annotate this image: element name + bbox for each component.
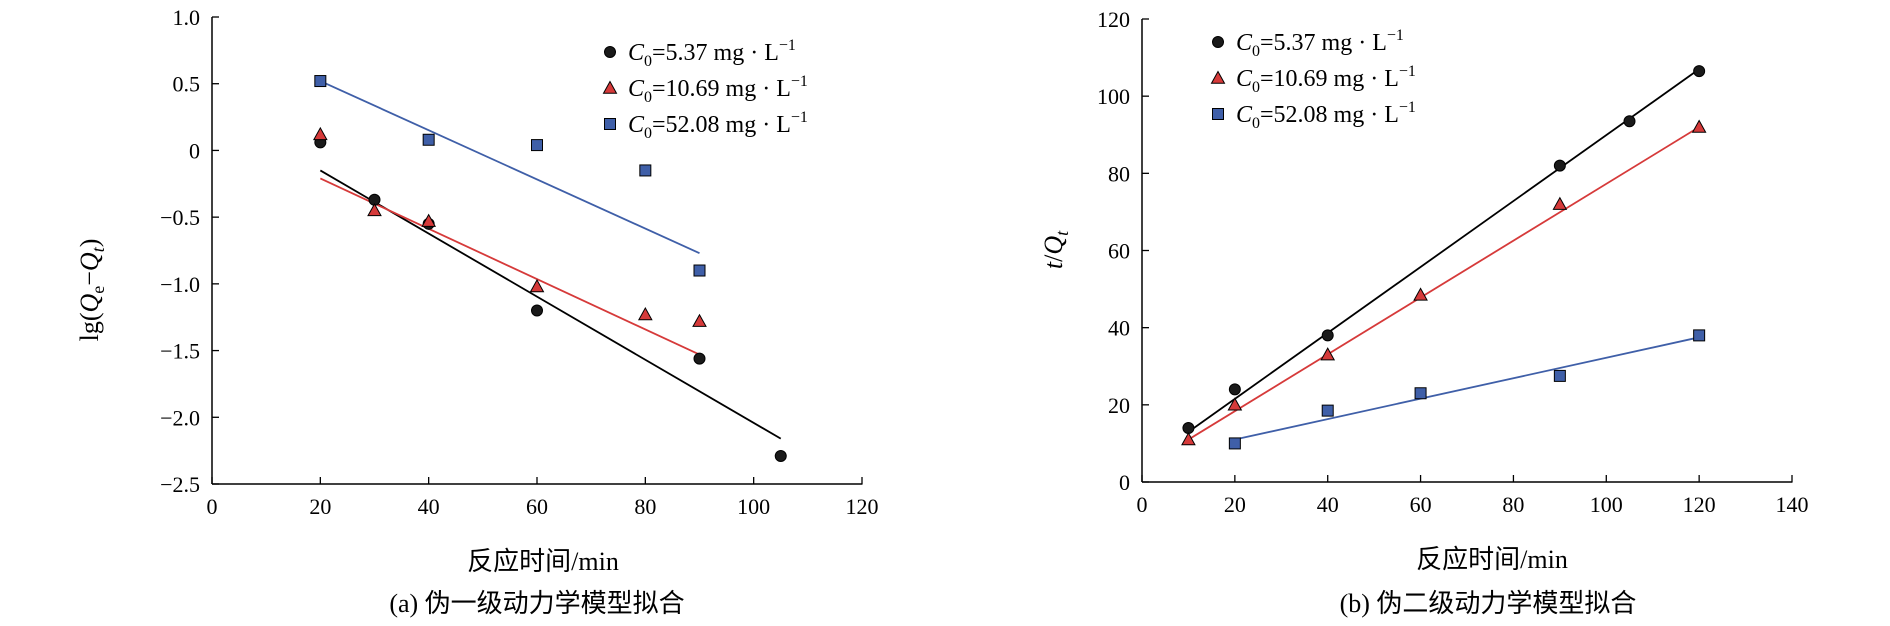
chart-b-series-3-point-3 [1414,387,1427,400]
chart-b-fit-line-1 [1187,68,1700,433]
chart-b-x-tick-label-1: 20 [1224,492,1246,517]
chart-a-y-tick-label-0: −2.5 [160,472,200,497]
chart-panel-b: 0 20 40 60 80 100 120 140 0 20 40 60 80 100 120 C0=5.37… [1097,7,1809,517]
chart-b-y-tick-label-6: 120 [1097,7,1130,32]
chart-b-legend-marker-3 [1212,108,1224,120]
chart-a-series-1-point-6 [774,449,787,462]
chart-a-y-tick-label-1: −2.0 [160,405,200,430]
chart-a-legend-label-1: C0=5.37 mg · L−1 [628,37,796,70]
chart-b-legend-label-1: C0=5.37 mg · L−1 [1236,27,1404,60]
chart-a-y-tick-label-2: −1.5 [160,339,200,364]
chart-a-x-tick-label-5: 100 [737,494,770,519]
chart-a-series-2-point-2 [367,202,382,217]
chart-a-fit-line-3 [319,80,700,254]
chart-a-x-tick-label-3: 60 [526,494,548,519]
chart-b-series-3-point-4 [1553,369,1566,382]
chart-a-legend-marker-3 [604,118,616,130]
chart-a-x-tick-label-1: 20 [309,494,331,519]
chart-b-y-tick-label-3: 60 [1108,239,1130,264]
chart-a-series-2-point-6 [692,313,707,327]
chart-a-caption: (a) 伪一级动力学模型拟合 [389,589,684,618]
chart-a-legend-marker-2 [602,80,618,94]
chart-panel-a: 0 20 40 60 80 100 120 −2.5 −2.0 −1.5 −1.0 −0.5 0 0.5 1… [160,5,878,519]
chart-a-series-1-point-5 [693,352,706,365]
chart-a-ylabel: lg(Qe−Qt) [75,239,108,342]
chart-b-x-tick-label-4: 80 [1502,492,1524,517]
chart-a-y-tick-label-7: 1.0 [173,5,201,30]
chart-b-series-2-point-2 [1227,397,1243,411]
chart-b-y-tick-label-0: 0 [1119,470,1130,495]
chart-b-ylabel: t/Qt [1039,230,1072,269]
chart-a-x-tick-label-2: 40 [418,494,440,519]
chart-a-series-3-point-2 [422,133,435,146]
chart-b-series-2-point-3 [1320,347,1336,361]
chart-a-series-1-point-4 [531,304,543,317]
chart-b-series-1-point-1 [1182,421,1195,434]
chart-a-legend-label-2: C0=10.69 mg · L−1 [628,73,808,106]
chart-b-series-2-point-1 [1181,432,1196,446]
chart-a-x-tick-label-4: 80 [634,494,656,519]
chart-b-series-3-point-1 [1228,437,1241,450]
chart-b-y-tick-label-1: 20 [1108,393,1130,418]
chart-a-xlabel: 反应时间/min [467,547,619,576]
chart-b-caption: (b) 伪二级动力学模型拟合 [1340,589,1637,618]
chart-b-y-tick-label-2: 40 [1108,316,1130,341]
chart-b-series-1-point-4 [1553,159,1566,172]
chart-b-series-1-point-3 [1321,329,1334,342]
chart-b-y-tick-label-5: 100 [1097,84,1130,109]
chart-b-legend-label-3: C0=52.08 mg · L−1 [1236,99,1416,132]
chart-b-series-2-point-4 [1413,287,1428,301]
chart-a-series-3-point-1 [314,75,327,88]
chart-a-series-3-point-4 [639,164,652,177]
chart-a-series-3-point-3 [531,139,543,152]
chart-a-fit-line-2 [319,177,700,356]
chart-b-legend-label-2: C0=10.69 mg · L−1 [1236,63,1416,96]
chart-a-series-2-point-1 [312,126,328,141]
chart-a-y-tick-label-4: −0.5 [160,205,200,230]
chart-b-x-tick-label-7: 140 [1776,492,1809,517]
chart-a-x-tick-label-0: 0 [207,494,218,519]
chart-b-x-tick-label-6: 120 [1683,492,1716,517]
chart-b-xlabel: 反应时间/min [1416,545,1568,574]
chart-b-series-2-point-6 [1691,119,1707,133]
chart-b-y-tick-label-4: 80 [1108,161,1130,186]
chart-a-series-3-point-5 [693,264,706,277]
chart-a-legend-label-3: C0=52.08 mg · L−1 [628,109,808,142]
chart-b-legend-marker-1 [1212,36,1224,48]
chart-b-x-tick-label-5: 100 [1590,492,1623,517]
chart-b-fit-line-2 [1187,126,1700,441]
chart-b-series-1-point-6 [1693,65,1706,78]
chart-a-y-tick-label-6: 0.5 [173,72,201,97]
chart-b-fit-line-3 [1234,336,1700,441]
svg-text:t/Qt: t/Qt [1039,230,1072,269]
chart-a-y-tick-label-5: 0 [189,138,200,163]
chart-a-x-tick-label-6: 120 [846,494,879,519]
svg-text:lg(Qe−Qt): lg(Qe−Qt) [75,239,108,342]
chart-a-legend-marker-1 [604,46,616,58]
chart-b-legend-marker-2 [1210,70,1226,84]
chart-b-series-3-point-2 [1321,404,1334,417]
chart-b-series-2-point-5 [1552,196,1568,210]
chart-b-series-3-point-5 [1693,329,1706,342]
chart-b-x-tick-label-2: 40 [1317,492,1339,517]
chart-a-series-2-point-5 [637,307,653,321]
chart-a-series-2-point-4 [529,278,545,293]
chart-b-series-1-point-5 [1623,115,1636,128]
chart-a-series-2-point-3 [421,213,437,227]
chart-a-fit-line-1 [319,169,782,440]
chart-b-series-1-point-2 [1228,383,1241,396]
chart-a-y-tick-label-3: −1.0 [160,272,200,297]
chart-b-x-tick-label-0: 0 [1137,492,1148,517]
chart-b-x-tick-label-3: 60 [1410,492,1432,517]
